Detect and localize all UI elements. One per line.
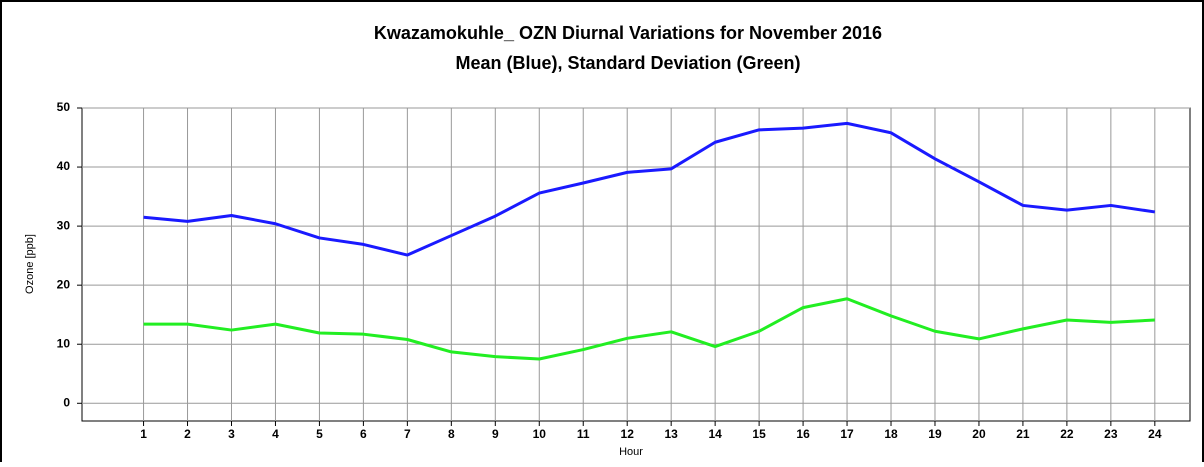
x-tick-label: 12 bbox=[621, 427, 635, 441]
x-tick-label: 20 bbox=[972, 427, 986, 441]
y-tick-label: 30 bbox=[57, 218, 71, 232]
y-axis-label: Ozone [ppb] bbox=[24, 234, 36, 294]
x-tick-label: 10 bbox=[533, 427, 547, 441]
x-tick-label: 18 bbox=[884, 427, 898, 441]
x-tick-label: 16 bbox=[796, 427, 810, 441]
x-tick-label: 5 bbox=[316, 427, 323, 441]
x-tick-label: 14 bbox=[708, 427, 722, 441]
x-tick-label: 3 bbox=[228, 427, 235, 441]
x-tick-label: 4 bbox=[272, 427, 279, 441]
x-tick-label: 2 bbox=[184, 427, 191, 441]
y-tick-label: 40 bbox=[57, 159, 71, 173]
x-tick-label: 23 bbox=[1104, 427, 1118, 441]
x-tick-label: 13 bbox=[664, 427, 678, 441]
x-tick-label: 9 bbox=[492, 427, 499, 441]
x-tick-label: 24 bbox=[1148, 427, 1162, 441]
x-tick-label: 19 bbox=[928, 427, 942, 441]
x-tick-label: 1 bbox=[140, 427, 147, 441]
chart-subtitle: Mean (Blue), Standard Deviation (Green) bbox=[455, 53, 800, 73]
chart-title: Kwazamokuhle_ OZN Diurnal Variations for… bbox=[374, 23, 882, 43]
data-line bbox=[143, 297, 1155, 361]
y-tick-label: 10 bbox=[57, 336, 71, 350]
x-tick-label: 22 bbox=[1060, 427, 1074, 441]
x-tick-label: 17 bbox=[840, 427, 854, 441]
x-tick-label: 6 bbox=[360, 427, 367, 441]
x-tick-label: 15 bbox=[752, 427, 766, 441]
x-tick-label: 7 bbox=[404, 427, 411, 441]
x-axis-label: Hour bbox=[619, 446, 643, 458]
y-tick-label: 50 bbox=[57, 100, 71, 114]
y-tick-label: 0 bbox=[63, 395, 70, 409]
x-tick-label: 21 bbox=[1016, 427, 1030, 441]
plot-area bbox=[81, 107, 1191, 422]
x-tick-label: 11 bbox=[577, 427, 590, 441]
x-tick-label: 8 bbox=[448, 427, 455, 441]
y-tick-label: 20 bbox=[57, 277, 71, 291]
data-line bbox=[143, 121, 1156, 257]
